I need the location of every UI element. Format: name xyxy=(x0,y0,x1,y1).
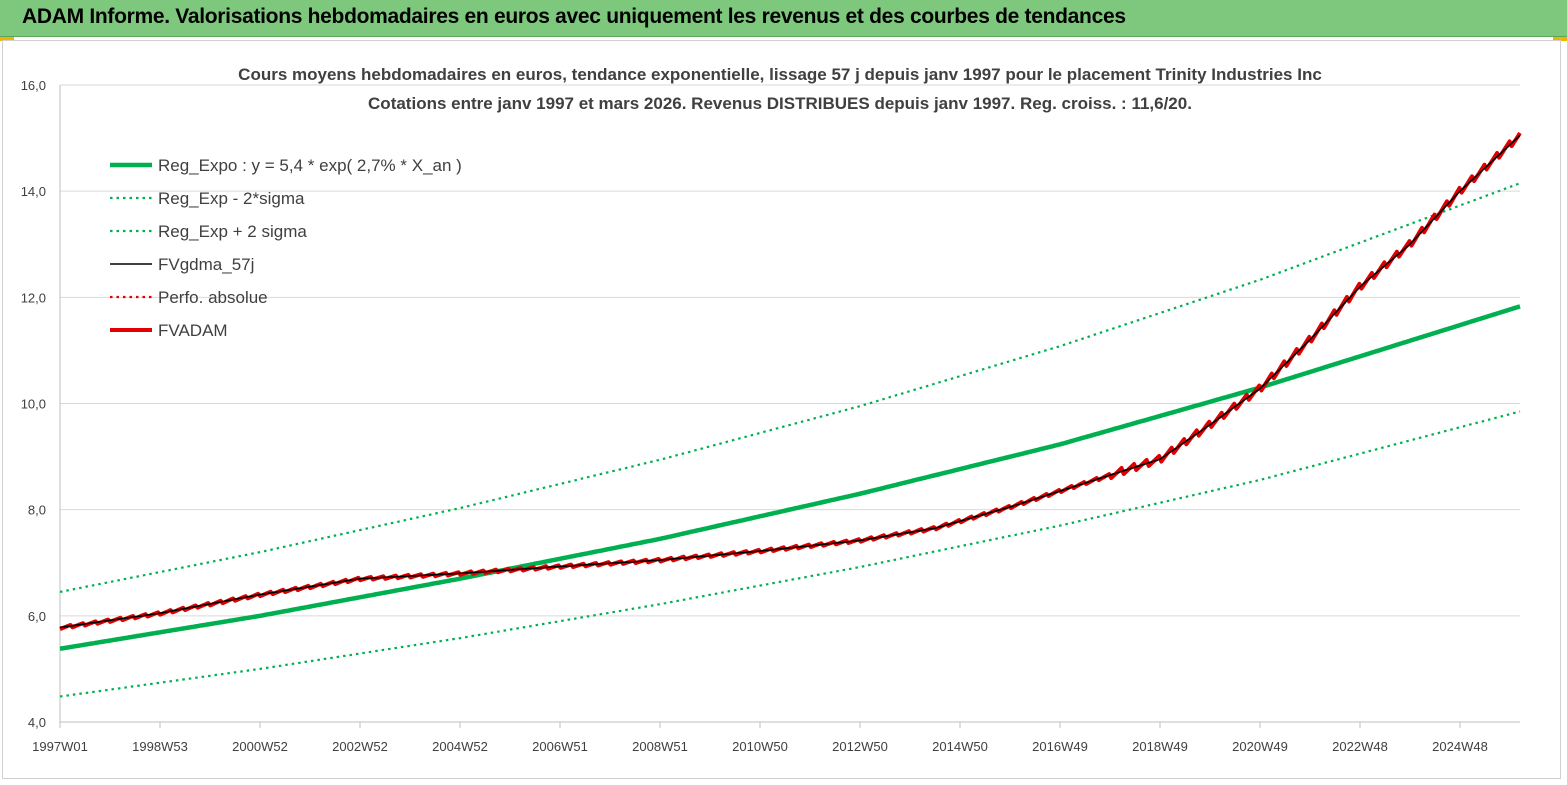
legend-label: Reg_Exp - 2*sigma xyxy=(158,189,305,208)
chart-subtitle: Cotations entre janv 1997 et mars 2026. … xyxy=(368,94,1192,113)
x-tick-label: 2002W52 xyxy=(332,739,388,754)
legend: Reg_Expo : y = 5,4 * exp( 2,7% * X_an ) R… xyxy=(110,156,462,340)
x-tick-label: 2004W52 xyxy=(432,739,488,754)
chart-area: Cours moyens hebdomadaires en euros, ten… xyxy=(2,40,1562,780)
x-tick-label: 2024W48 xyxy=(1432,739,1488,754)
y-tick-label: 4,0 xyxy=(28,715,46,730)
series-group xyxy=(59,131,1522,698)
y-tick-label: 10,0 xyxy=(21,397,46,412)
x-tick-label: 2016W49 xyxy=(1032,739,1088,754)
y-tick-label: 16,0 xyxy=(21,78,46,93)
x-tick-label: 2022W48 xyxy=(1332,739,1388,754)
x-tick-label: 2000W52 xyxy=(232,739,288,754)
corner-mark-left xyxy=(0,37,14,41)
x-tick-label: 2012W50 xyxy=(832,739,888,754)
report-title: ADAM Informe. Valorisations hebdomadaire… xyxy=(22,5,1126,28)
x-axis: 1997W01 1998W53 2000W52 2002W52 2004W52 2006W… xyxy=(32,721,1520,754)
x-tick-label: 1997W01 xyxy=(32,739,88,754)
series-line xyxy=(59,410,1521,698)
y-tick-label: 8,0 xyxy=(28,503,46,518)
x-tick-label: 2018W49 xyxy=(1132,739,1188,754)
y-axis: 4,0 6,0 8,0 10,0 12,0 14,0 16,0 xyxy=(21,78,61,730)
x-tick-label: 2020W49 xyxy=(1232,739,1288,754)
x-tick-label: 2010W50 xyxy=(732,739,788,754)
legend-label: FVADAM xyxy=(158,321,228,340)
legend-label: Reg_Exp + 2 sigma xyxy=(158,222,307,241)
chart-title: Cours moyens hebdomadaires en euros, ten… xyxy=(238,65,1322,84)
x-tick-label: 2014W50 xyxy=(932,739,988,754)
chart-frame xyxy=(2,40,1561,779)
x-tick-label: 2008W51 xyxy=(632,739,688,754)
x-tick-label: 1998W53 xyxy=(132,739,188,754)
y-tick-label: 12,0 xyxy=(21,290,46,305)
y-tick-label: 6,0 xyxy=(28,609,46,624)
corner-mark-right xyxy=(1553,37,1567,41)
report-banner: ADAM Informe. Valorisations hebdomadaire… xyxy=(0,0,1567,37)
legend-label: Perfo. absolue xyxy=(158,288,268,307)
series-line xyxy=(59,182,1521,593)
legend-label: FVgdma_57j xyxy=(158,255,254,274)
series-line xyxy=(59,304,1521,651)
x-tick-label: 2006W51 xyxy=(532,739,588,754)
legend-label: Reg_Expo : y = 5,4 * exp( 2,7% * X_an ) xyxy=(158,156,462,175)
y-tick-label: 14,0 xyxy=(21,184,46,199)
series-line xyxy=(59,134,1521,629)
line-chart: Cours moyens hebdomadaires en euros, ten… xyxy=(2,40,1561,779)
